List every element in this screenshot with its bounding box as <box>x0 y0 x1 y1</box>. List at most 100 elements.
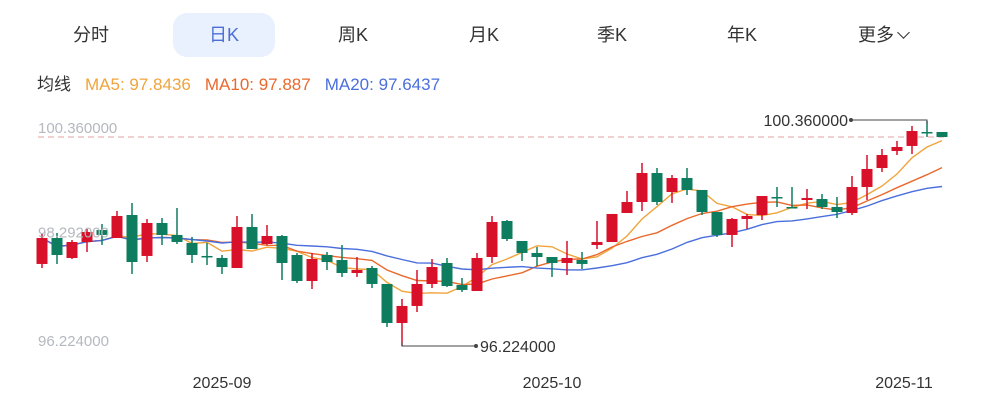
candle <box>831 196 843 218</box>
candle-body <box>36 238 48 264</box>
candle <box>396 298 408 346</box>
candle-body <box>711 212 723 235</box>
candle <box>741 213 753 229</box>
legend-ma5: MA5: 97.8436 <box>85 75 191 94</box>
candle <box>906 126 918 155</box>
candle-body <box>306 259 318 281</box>
legend-title: 均线 <box>37 75 71 94</box>
candle <box>756 196 768 221</box>
candle <box>186 236 198 263</box>
candle-body <box>486 221 498 258</box>
min-annotation-dot <box>474 344 478 348</box>
tab-more[interactable]: 更多 <box>858 13 910 57</box>
candle <box>726 217 738 247</box>
candle-body <box>126 215 138 263</box>
min-annotation-label: 96.224000 <box>480 339 556 356</box>
tab-yearly-k[interactable]: 年K <box>727 13 757 57</box>
candle-body <box>666 178 678 192</box>
candle-body <box>411 283 423 306</box>
candle-body <box>171 234 183 242</box>
candle <box>816 194 828 210</box>
candle <box>51 233 63 264</box>
y-axis-label: 96.224000 <box>38 333 109 350</box>
candle <box>441 257 453 287</box>
tab-weekly-k[interactable]: 周K <box>338 13 368 57</box>
candle-body <box>891 147 903 151</box>
candle-body <box>831 207 843 213</box>
candle-body <box>426 267 438 284</box>
tab-monthly-k[interactable]: 月K <box>469 13 499 57</box>
candle-body <box>201 255 213 258</box>
candle <box>141 218 153 263</box>
candle <box>801 189 813 210</box>
candle-body <box>696 189 708 213</box>
candle <box>516 241 528 261</box>
candle-body <box>921 131 933 134</box>
candle <box>846 175 858 216</box>
candle-body <box>501 220 513 239</box>
tab-daily-k[interactable]: 日K <box>173 13 275 57</box>
candle <box>696 189 708 216</box>
tab-quarterly-k[interactable]: 季K <box>597 13 627 57</box>
candle <box>936 131 948 137</box>
candle-body <box>546 257 558 263</box>
x-axis-label: 2025-10 <box>523 375 582 392</box>
candle-body <box>531 252 543 258</box>
candle-body <box>396 305 408 323</box>
candle-body <box>96 229 108 235</box>
candle-body <box>861 168 873 187</box>
candle-body <box>681 178 693 190</box>
candle-body <box>651 173 663 203</box>
candle <box>666 175 678 203</box>
legend-ma10: MA10: 97.887 <box>204 75 311 94</box>
candle <box>171 207 183 244</box>
tab-label: 季K <box>596 25 628 45</box>
candle-body <box>186 242 198 255</box>
candle-body <box>441 262 453 286</box>
candle <box>591 220 603 250</box>
x-axis-label: 2025-11 <box>875 375 933 392</box>
candle-body <box>246 226 258 250</box>
candle <box>381 283 393 327</box>
candle <box>576 251 588 269</box>
candle-body <box>351 270 363 273</box>
candle-body <box>81 231 93 242</box>
candle <box>336 244 348 277</box>
candle-body <box>726 218 738 235</box>
tab-label: 分时 <box>73 25 109 45</box>
candle <box>36 233 48 268</box>
candle-body <box>51 238 63 255</box>
candle-body <box>771 196 783 199</box>
ma-legend: 均线 MA5: 97.8436 MA10: 97.887 MA20: 97.6437 <box>37 70 454 95</box>
candle-body <box>471 257 483 292</box>
candle-body <box>621 202 633 213</box>
candle <box>126 202 138 274</box>
candle <box>891 141 903 156</box>
candle <box>291 252 303 284</box>
candle <box>531 246 543 266</box>
candle-body <box>231 226 243 268</box>
candle <box>651 168 663 205</box>
candle <box>231 215 243 268</box>
tab-label: 年K <box>726 25 758 45</box>
candle-body <box>591 241 603 245</box>
y-axis-label: 100.360000 <box>38 120 117 137</box>
candle-body <box>936 131 948 137</box>
candle-body <box>801 197 813 200</box>
candle <box>861 155 873 200</box>
candle-body <box>516 241 528 253</box>
candle <box>471 252 483 292</box>
tab-label: 日K <box>208 25 239 45</box>
max-annotation-line <box>851 119 928 124</box>
candle <box>111 210 123 239</box>
candle-body <box>216 257 228 268</box>
tab-intraday[interactable]: 分时 <box>73 13 109 57</box>
candle <box>66 239 78 260</box>
candle <box>771 186 783 208</box>
candle <box>636 162 648 211</box>
candle-body <box>336 259 348 273</box>
candle-body <box>456 285 468 290</box>
legend-ma20: MA20: 97.6437 <box>324 75 441 94</box>
candle-body <box>381 283 393 323</box>
